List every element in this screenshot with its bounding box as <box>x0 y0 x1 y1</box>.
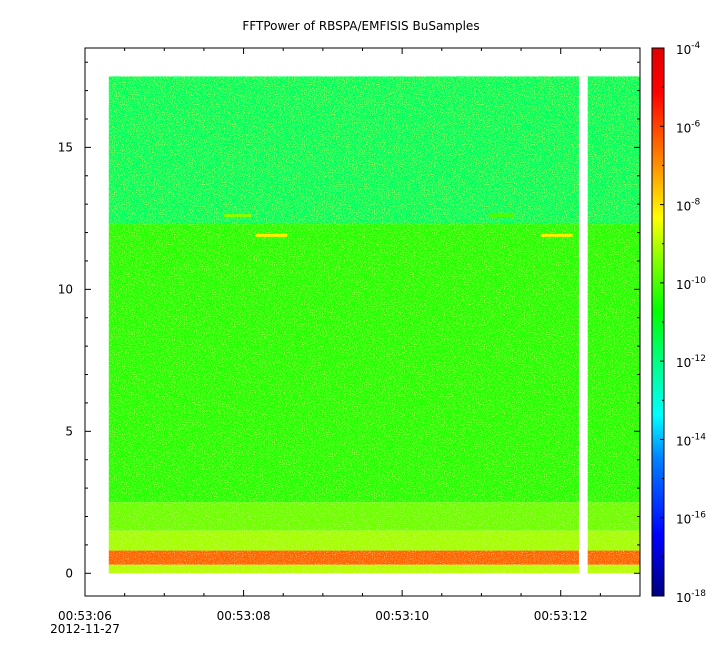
y-tick-label: 0 <box>65 566 73 580</box>
colorbar-tick-label: 10-16 <box>676 511 706 527</box>
colorbar: 10-4 10-6 10-8 10-10 10-12 10-14 10-16 10-18 <box>651 41 706 605</box>
colorbar-tick-label: 10-18 <box>676 589 706 605</box>
emission-features <box>223 214 573 237</box>
colorbar-tick-label: 10-12 <box>676 354 706 370</box>
colorbar-tick-label: 10-8 <box>676 198 701 214</box>
y-tick-label: 15 <box>58 140 73 154</box>
x-tick-label: 00:53:10 <box>375 609 429 623</box>
power-band <box>108 550 640 565</box>
x-tick-label: 00:53:06 <box>58 609 112 623</box>
colorbar-ticks: 10-4 10-6 10-8 10-10 10-12 10-14 10-16 10-18 <box>660 41 706 605</box>
chart-title: FFTPower of RBSPA/EMFISIS BuSamples <box>242 19 479 33</box>
x-tick-label: 00:53:08 <box>217 609 271 623</box>
plot-area <box>108 76 640 574</box>
power-band <box>108 224 640 503</box>
x-tick-label: 00:53:12 <box>534 609 588 623</box>
power-band <box>108 502 640 531</box>
power-bands <box>108 76 640 574</box>
colorbar-tick-label: 10-10 <box>676 276 706 292</box>
colorbar-tick-label: 10-4 <box>676 41 701 57</box>
colorbar-tick-label: 10-14 <box>676 432 706 448</box>
emission-line <box>540 233 573 237</box>
x-tick-date: 2012-11-27 <box>50 622 120 636</box>
data-gap <box>578 76 588 574</box>
power-band <box>108 76 640 225</box>
y-tick-label: 5 <box>65 424 73 438</box>
emission-line <box>489 214 514 218</box>
power-band <box>108 564 640 574</box>
y-tick-label: 10 <box>58 282 73 296</box>
power-band <box>108 530 640 551</box>
y-axis: 0 5 10 15 <box>58 61 640 580</box>
emission-line <box>223 214 252 218</box>
colorbar-tick-label: 10-6 <box>676 119 701 135</box>
emission-line <box>255 233 288 237</box>
